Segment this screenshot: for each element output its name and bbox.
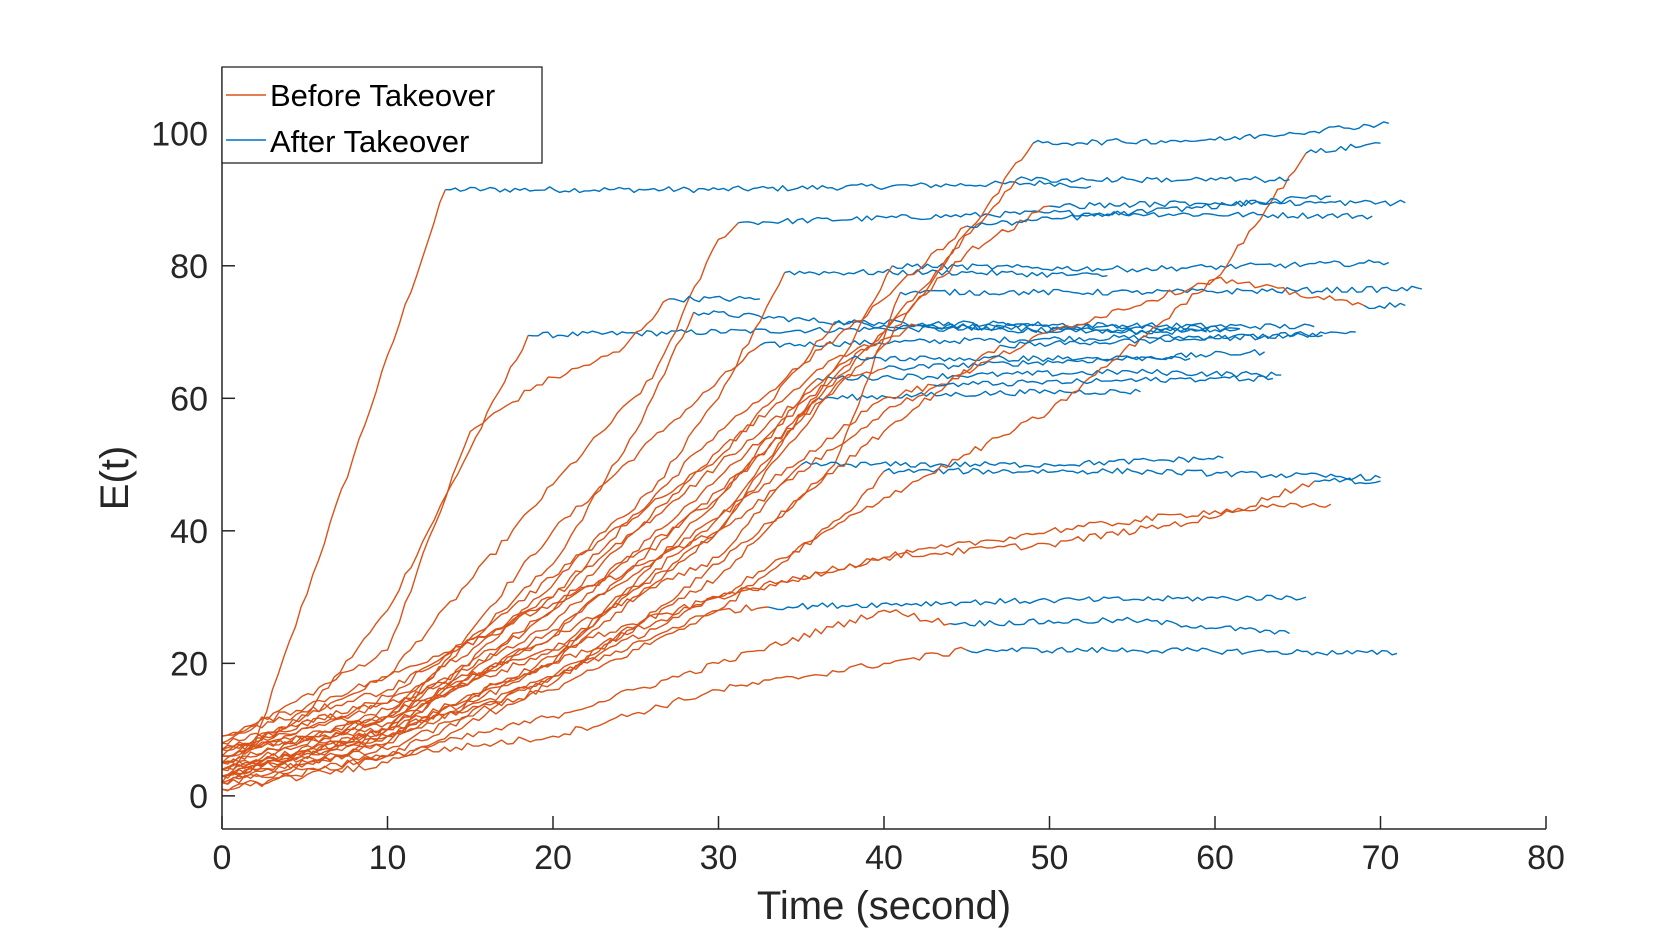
before-takeover-line	[221, 377, 819, 764]
before-takeover-line	[221, 152, 1307, 772]
y-ticks: 0 20 40 60 80 100	[151, 115, 235, 816]
after-takeover-line	[950, 616, 1290, 635]
after-takeover-line	[767, 594, 1307, 611]
after-takeover-line	[883, 349, 1265, 371]
before-takeover-line	[221, 344, 1001, 792]
x-tick-label: 20	[534, 839, 572, 877]
after-takeover-line	[900, 285, 1423, 296]
after-takeover-line	[1363, 302, 1406, 310]
before-takeover-line	[221, 292, 902, 791]
x-tick-label: 40	[865, 839, 903, 877]
after-takeover-line	[999, 331, 1356, 349]
after-takeover-line	[891, 259, 1390, 273]
after-takeover-line	[850, 355, 1191, 362]
before-takeover-line	[221, 367, 885, 737]
x-tick-label: 10	[369, 839, 407, 877]
after-takeover-line	[966, 646, 1398, 656]
legend-before-label: Before Takeover	[270, 78, 495, 113]
after-takeover-line	[933, 374, 1274, 388]
after-takeover-line	[916, 322, 1241, 336]
before-takeover-line	[221, 225, 968, 737]
y-tick-label: 60	[170, 380, 208, 418]
plot-lines	[221, 121, 1423, 792]
after-takeover-line	[1032, 121, 1389, 146]
after-takeover-line	[817, 368, 1282, 382]
before-takeover-line	[221, 464, 802, 757]
y-tick-label: 0	[189, 778, 208, 816]
after-takeover-line	[738, 209, 1373, 226]
before-takeover-line	[221, 272, 786, 751]
before-takeover-line	[221, 335, 529, 764]
x-ticks: 0 10 20 30 40 50 60 70 80	[213, 816, 1565, 877]
after-takeover-line	[445, 180, 1092, 194]
y-tick-label: 20	[170, 645, 208, 683]
y-tick-label: 80	[170, 248, 208, 286]
after-takeover-line	[1314, 477, 1381, 485]
x-tick-label: 60	[1196, 839, 1234, 877]
x-tick-label: 70	[1362, 839, 1400, 877]
before-takeover-line	[222, 357, 852, 757]
y-tick-label: 100	[151, 115, 208, 153]
legend: Before Takeover After Takeover	[221, 66, 543, 164]
x-axis-title: Time (second)	[757, 884, 1011, 928]
after-takeover-line	[759, 332, 1323, 348]
after-takeover-line	[883, 467, 1381, 481]
after-takeover-line	[817, 388, 1141, 401]
y-axis-title: E(t)	[93, 446, 137, 510]
y-tick-label: 40	[170, 513, 208, 551]
before-takeover-line	[221, 323, 918, 771]
x-tick-label: 50	[1031, 839, 1069, 877]
legend-after-label: After Takeover	[270, 124, 469, 159]
before-takeover-line	[221, 646, 968, 766]
before-takeover-line	[221, 397, 819, 777]
after-takeover-line	[1016, 176, 1290, 184]
before-takeover-line	[221, 311, 695, 771]
before-takeover-line	[221, 609, 951, 785]
after-takeover-line	[966, 195, 1331, 229]
x-tick-label: 80	[1527, 839, 1565, 877]
x-tick-label: 0	[213, 839, 232, 877]
before-takeover-line	[221, 604, 769, 751]
before-takeover-line	[221, 298, 670, 744]
after-takeover-line	[668, 295, 760, 303]
before-takeover-line	[221, 276, 1365, 758]
legend-box	[221, 66, 543, 164]
before-takeover-line	[221, 222, 739, 757]
after-takeover-line	[784, 268, 1108, 278]
before-takeover-line	[221, 383, 934, 777]
after-takeover-line	[800, 455, 1224, 469]
before-takeover-line	[221, 142, 1034, 764]
after-takeover-line	[1305, 142, 1381, 154]
x-tick-label: 30	[700, 839, 738, 877]
